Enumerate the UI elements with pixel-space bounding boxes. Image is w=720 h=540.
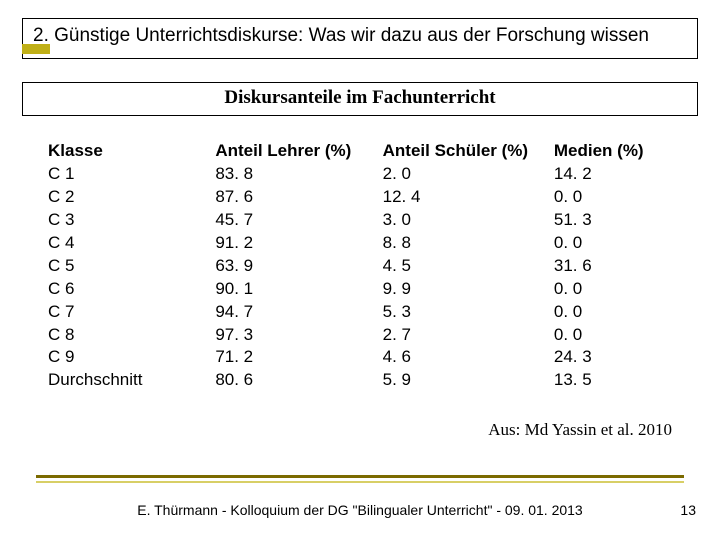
table-cell: 63. 9: [215, 255, 382, 278]
table-cell: 3. 0: [383, 209, 554, 232]
table-cell: C 4: [48, 232, 215, 255]
table-header: Anteil Lehrer (%): [215, 140, 382, 163]
table-cell: 71. 2: [215, 346, 382, 369]
table-cell: 0. 0: [554, 278, 672, 301]
table-row: C 4 91. 2 8. 8 0. 0: [48, 232, 672, 255]
table-cell: 2. 7: [383, 324, 554, 347]
source-citation: Aus: Md Yassin et al. 2010: [488, 420, 672, 440]
table-cell: C 6: [48, 278, 215, 301]
table-cell: 83. 8: [215, 163, 382, 186]
table-cell: 24. 3: [554, 346, 672, 369]
table-cell: 14. 2: [554, 163, 672, 186]
divider-light: [36, 481, 684, 483]
slide: 2. Günstige Unterrichtsdiskurse: Was wir…: [0, 0, 720, 540]
table-row: C 8 97. 3 2. 7 0. 0: [48, 324, 672, 347]
table-row: C 5 63. 9 4. 5 31. 6: [48, 255, 672, 278]
table-cell: 0. 0: [554, 301, 672, 324]
table-cell: 45. 7: [215, 209, 382, 232]
table-cell: 4. 6: [383, 346, 554, 369]
table-cell: C 3: [48, 209, 215, 232]
table-cell: C 1: [48, 163, 215, 186]
table-cell: 97. 3: [215, 324, 382, 347]
table-cell: C 5: [48, 255, 215, 278]
table-row: C 3 45. 7 3. 0 51. 3: [48, 209, 672, 232]
table-cell: 87. 6: [215, 186, 382, 209]
table-cell: 8. 8: [383, 232, 554, 255]
table-cell: C 9: [48, 346, 215, 369]
table-cell: 94. 7: [215, 301, 382, 324]
table-header: Anteil Schüler (%): [383, 140, 554, 163]
table-cell: 91. 2: [215, 232, 382, 255]
footer-text: E. Thürmann - Kolloquium der DG "Bilingu…: [0, 502, 720, 518]
divider-dark: [36, 475, 684, 478]
table-row: C 9 71. 2 4. 6 24. 3: [48, 346, 672, 369]
table-cell: 0. 0: [554, 324, 672, 347]
table-cell: 2. 0: [383, 163, 554, 186]
table-cell: 90. 1: [215, 278, 382, 301]
table-cell: 51. 3: [554, 209, 672, 232]
table-row: C 2 87. 6 12. 4 0. 0: [48, 186, 672, 209]
table-header: Klasse: [48, 140, 215, 163]
table-cell: 0. 0: [554, 186, 672, 209]
subtitle-text: Diskursanteile im Fachunterricht: [224, 87, 495, 108]
data-table: Klasse Anteil Lehrer (%) Anteil Schüler …: [48, 140, 672, 392]
table-cell: C 7: [48, 301, 215, 324]
table-cell: 4. 5: [383, 255, 554, 278]
table-row: Durchschnitt 80. 6 5. 9 13. 5: [48, 369, 672, 392]
table-row: C 1 83. 8 2. 0 14. 2: [48, 163, 672, 186]
table-cell: 80. 6: [215, 369, 382, 392]
title-box: 2. Günstige Unterrichtsdiskurse: Was wir…: [22, 18, 698, 59]
table-row: C 6 90. 1 9. 9 0. 0: [48, 278, 672, 301]
table-cell: Durchschnitt: [48, 369, 215, 392]
table-cell: C 8: [48, 324, 215, 347]
table-row: C 7 94. 7 5. 3 0. 0: [48, 301, 672, 324]
page-number: 13: [680, 502, 696, 518]
section-heading: 2. Günstige Unterrichtsdiskurse: Was wir…: [33, 25, 687, 48]
table-cell: C 2: [48, 186, 215, 209]
table-cell: 5. 9: [383, 369, 554, 392]
table-cell: 0. 0: [554, 232, 672, 255]
table-cell: 13. 5: [554, 369, 672, 392]
table-cell: 9. 9: [383, 278, 554, 301]
table-cell: 5. 3: [383, 301, 554, 324]
table-cell: 12. 4: [383, 186, 554, 209]
table-header-row: Klasse Anteil Lehrer (%) Anteil Schüler …: [48, 140, 672, 163]
table-cell: 31. 6: [554, 255, 672, 278]
subtitle-box: Diskursanteile im Fachunterricht: [22, 82, 698, 116]
table-header: Medien (%): [554, 140, 672, 163]
title-accent-bar: [22, 44, 50, 54]
